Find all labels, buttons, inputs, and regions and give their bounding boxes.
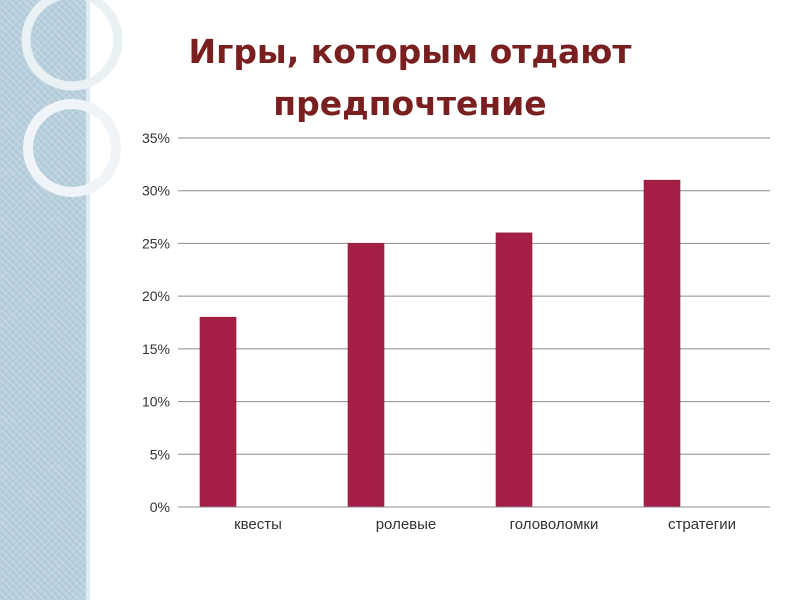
y-tick-label: 5% [150, 446, 170, 462]
y-tick-label: 20% [142, 288, 170, 304]
x-category-label: головоломки [510, 516, 599, 533]
slide-title-line1: Игры, которым отдают [188, 32, 632, 71]
chart-gridlines [178, 137, 770, 455]
bar [199, 316, 237, 508]
x-category-label: ролевые [376, 516, 437, 533]
decor-ring-large [21, 0, 123, 91]
y-tick-label: 15% [142, 341, 170, 357]
x-category-label: квесты [234, 516, 282, 533]
bar [495, 232, 533, 508]
y-axis-ticks: 0% 5% 10% 15% 20% 25% 30% 35% [142, 130, 170, 515]
x-axis-labels: квесты ролевые головоломки стратегии [234, 516, 736, 533]
chart-bars [199, 179, 681, 508]
y-tick-label: 25% [142, 235, 170, 251]
bar [347, 243, 385, 508]
decor-ring-small [23, 99, 121, 197]
y-tick-label: 35% [142, 130, 170, 146]
y-tick-label: 0% [150, 499, 170, 515]
side-decor-edge [86, 0, 90, 600]
decor-rings [21, 0, 123, 197]
y-tick-label: 30% [142, 183, 170, 199]
slide-title: Игры, которым отдают предпочтение [110, 26, 710, 130]
x-category-label: стратегии [668, 516, 736, 533]
slide-title-line2: предпочтение [273, 84, 547, 123]
y-tick-label: 10% [142, 394, 170, 410]
bar [643, 179, 681, 508]
